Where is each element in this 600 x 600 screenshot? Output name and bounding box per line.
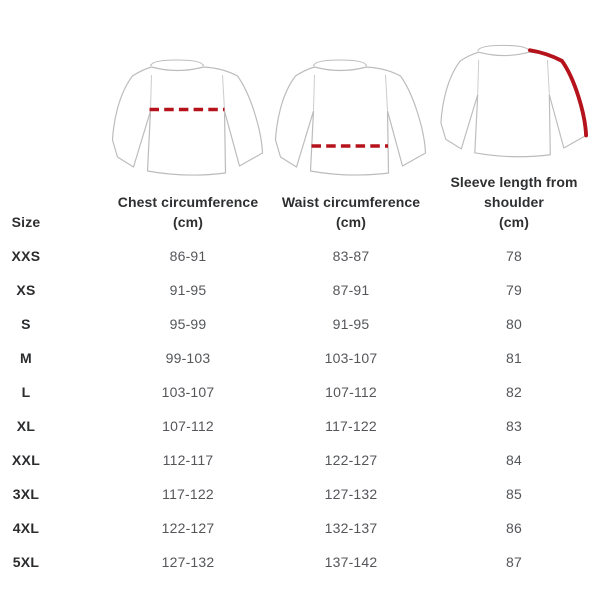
table-row: 3XL 117-122 127-132 85 [0,477,600,511]
waist-value-cell: 117-122 [325,418,377,434]
chest-value-cell: 117-122 [162,486,214,502]
chest-value-cell: 112-117 [162,452,214,468]
waist-value-cell: 87-91 [332,282,370,298]
sleeve-value-cell: 79 [506,282,522,298]
table-row: XL 107-112 117-122 83 [0,409,600,443]
waist-value-cell: 127-132 [324,486,378,502]
chest-value-cell: 95-99 [169,316,207,332]
shirt-back-waist-icon [274,59,427,176]
sleeve-value-cell: 82 [506,384,522,400]
column-header-waist: Waist circumference (cm) [261,192,441,232]
waist-value-cell: 132-137 [324,520,378,536]
size-cell: XXL [11,452,41,468]
sleeve-value-cell: 86 [506,520,522,536]
column-header-chest: Chest circumference (cm) [98,192,278,232]
shirt-back-sleeve-icon [440,44,589,158]
size-cell: M [20,350,32,366]
size-cell: S [21,316,31,332]
size-cell: L [21,384,31,400]
chest-value-cell: 99-103 [165,350,211,366]
size-cell: XXS [11,248,41,264]
waist-value-cell: 107-112 [325,384,377,400]
chest-value-cell: 103-107 [161,384,215,400]
chest-value-cell: 91-95 [169,282,207,298]
chest-header-label: Chest circumference [117,194,259,210]
figure-chest: Chest circumference (cm) [98,0,278,233]
shirt-back-chest-icon [111,59,264,176]
measurement-figures: Chest circumference (cm) Waist circumfer… [0,0,600,233]
table-row: 5XL 127-132 137-142 87 [0,545,600,579]
chest-value-cell: 86-91 [169,248,207,264]
table-row: 4XL 122-127 132-137 86 [0,511,600,545]
waist-value-cell: 103-107 [324,350,378,366]
column-header-size: Size [11,214,41,230]
table-row: S 95-99 91-95 80 [0,307,600,341]
chest-value-cell: 122-127 [161,520,215,536]
chest-value-cell: 107-112 [162,418,214,434]
figure-waist: Waist circumference (cm) [261,0,441,233]
chest-value-cell: 127-132 [161,554,215,570]
column-header-sleeve: Sleeve length from shoulder (cm) [424,172,600,232]
sleeve-header-unit: (cm) [499,214,529,230]
waist-value-cell: 91-95 [332,316,370,332]
sleeve-length-measure-line-icon [528,48,589,138]
size-table: XXS 86-91 83-87 78 XS 91-95 87-91 79 S 9… [0,239,600,579]
size-cell: 3XL [12,486,40,502]
figure-sleeve: Sleeve length from shoulder (cm) [424,0,600,233]
waist-value-cell: 122-127 [324,452,378,468]
table-row: M 99-103 103-107 81 [0,341,600,375]
sleeve-value-cell: 78 [506,248,522,264]
size-cell: 4XL [12,520,40,536]
sleeve-value-cell: 84 [506,452,522,468]
sleeve-value-cell: 85 [506,486,522,502]
table-row: L 103-107 107-112 82 [0,375,600,409]
chest-header-unit: (cm) [173,214,203,230]
size-cell: XS [16,282,36,298]
waist-value-cell: 137-142 [324,554,378,570]
sleeve-header-label: Sleeve length from shoulder [450,174,578,210]
table-row: XXL 112-117 122-127 84 [0,443,600,477]
sleeve-value-cell: 80 [506,316,522,332]
table-row: XXS 86-91 83-87 78 [0,239,600,273]
table-row: XS 91-95 87-91 79 [0,273,600,307]
waist-header-label: Waist circumference [281,194,421,210]
sleeve-value-cell: 81 [506,350,522,366]
waist-value-cell: 83-87 [332,248,370,264]
size-cell: XL [16,418,36,434]
sleeve-value-cell: 87 [506,554,522,570]
sleeve-value-cell: 83 [506,418,522,434]
size-cell: 5XL [12,554,40,570]
waist-header-unit: (cm) [336,214,366,230]
